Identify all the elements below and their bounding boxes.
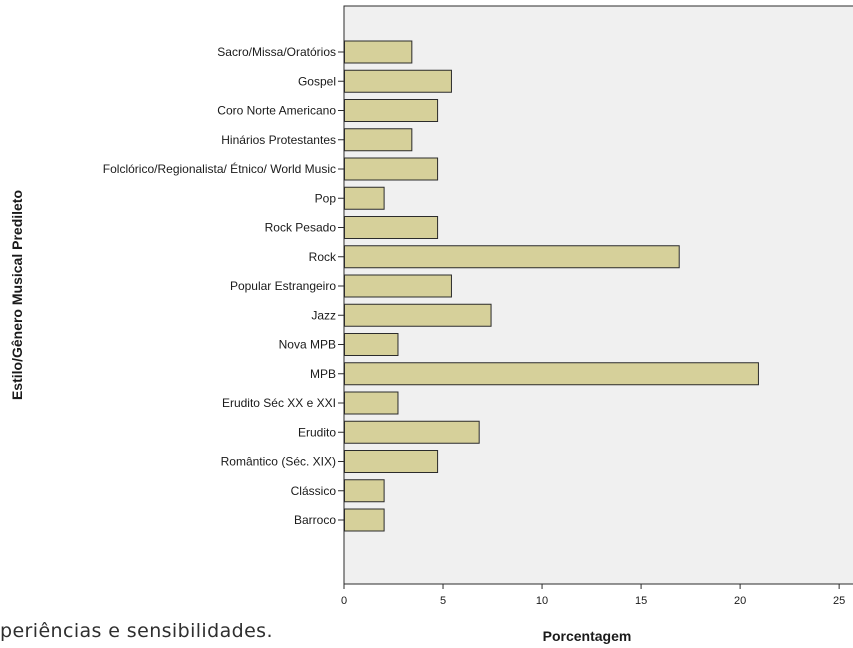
bar <box>344 274 452 298</box>
bar <box>344 333 399 356</box>
bar <box>344 40 413 64</box>
bar <box>344 186 385 210</box>
bar <box>344 303 492 327</box>
bar <box>344 245 680 269</box>
y-tick-label: Nova MPB <box>279 338 336 352</box>
x-tick-label: 25 <box>833 595 845 607</box>
body-text-fragment: periências e sensibilidades. <box>0 620 273 642</box>
bar <box>344 362 759 386</box>
y-tick-label: MPB <box>310 367 336 381</box>
x-axis-title: Porcentagem <box>543 628 632 644</box>
y-tick-label: Clássico <box>291 484 337 498</box>
bar <box>344 420 480 444</box>
bar <box>344 391 399 415</box>
y-tick-label: Pop <box>315 191 337 205</box>
y-tick-label: Sacro/Missa/Oratórios <box>217 45 336 59</box>
y-tick-label: Popular Estrangeiro <box>230 279 336 293</box>
y-tick-label: Coro Norte Americano <box>217 104 336 118</box>
bar <box>344 128 413 152</box>
y-tick-label: Romântico (Séc. XIX) <box>221 455 336 469</box>
y-tick-label: Folclórico/Regionalista/ Étnico/ World M… <box>103 161 336 176</box>
y-tick-label: Rock <box>309 250 337 264</box>
bar <box>344 479 385 503</box>
x-tick-label: 20 <box>734 595 746 607</box>
y-tick-label: Erudito Séc XX e XXI <box>222 396 336 410</box>
y-tick-label: Rock Pesado <box>265 221 337 235</box>
bar <box>344 157 439 181</box>
y-axis-title: Estilo/Gênero Musical Predileto <box>9 190 25 400</box>
x-tick-label: 0 <box>341 595 347 607</box>
x-tick-label: 15 <box>635 595 647 607</box>
y-tick-label: Gospel <box>298 74 336 88</box>
y-tick-label: Erudito <box>298 425 336 439</box>
y-tick-label: Jazz <box>311 308 336 322</box>
x-tick-label: 5 <box>440 595 446 607</box>
bar <box>344 450 439 473</box>
y-tick-label: Barroco <box>294 513 336 527</box>
bar <box>344 69 452 93</box>
bar <box>344 216 439 239</box>
bar <box>344 99 439 122</box>
bar <box>344 508 385 532</box>
y-tick-label: Hinários Protestantes <box>221 133 336 147</box>
x-tick-label: 10 <box>536 595 548 607</box>
